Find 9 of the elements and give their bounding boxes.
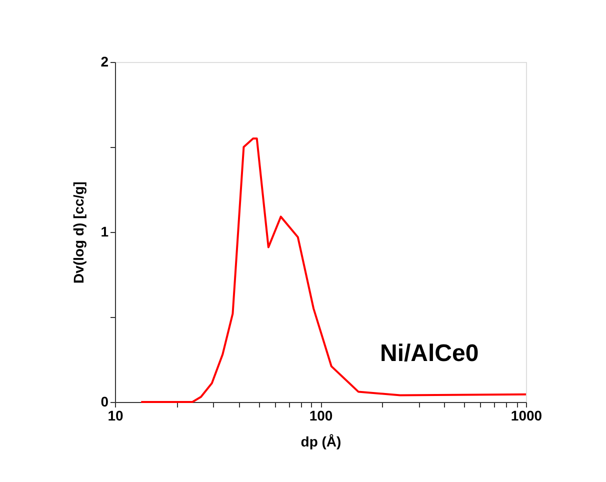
y-tick-label: 2 bbox=[100, 54, 109, 70]
y-axis-title: Dv(log d) [cc/g] bbox=[70, 182, 87, 284]
x-tick-label: 1000 bbox=[510, 408, 542, 424]
y-tick-label: 0 bbox=[100, 394, 109, 410]
y-tick-label: 1 bbox=[100, 224, 109, 240]
x-tick-label: 10 bbox=[108, 408, 124, 424]
x-tick-label: 100 bbox=[309, 408, 333, 424]
series-label: Ni/AlCe0 bbox=[380, 340, 479, 367]
x-axis-title: dp (Å) bbox=[300, 434, 342, 450]
